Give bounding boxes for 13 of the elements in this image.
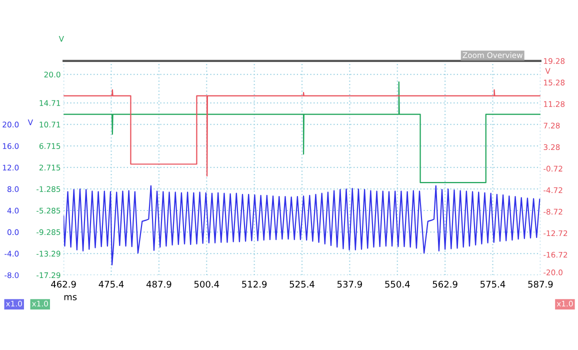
x-tick-label: 512.9 — [242, 280, 267, 288]
x-tick-label: 462.9 — [51, 280, 76, 288]
x-tick-label: 537.9 — [337, 280, 362, 288]
x-tick-label: 525.4 — [290, 280, 314, 288]
x-tick-label: 587.9 — [528, 280, 553, 288]
x-tick-label: 550.4 — [385, 280, 410, 288]
x-axis-title: ms — [64, 295, 77, 300]
x-tick-label: 562.9 — [432, 280, 458, 288]
x-tick-label: 500.4 — [194, 280, 220, 288]
x-tick-label: 475.4 — [98, 280, 124, 288]
x-tick-label: 487.9 — [146, 280, 172, 288]
x-tick-label: 575.4 — [480, 280, 506, 288]
line-series — [64, 185, 540, 266]
